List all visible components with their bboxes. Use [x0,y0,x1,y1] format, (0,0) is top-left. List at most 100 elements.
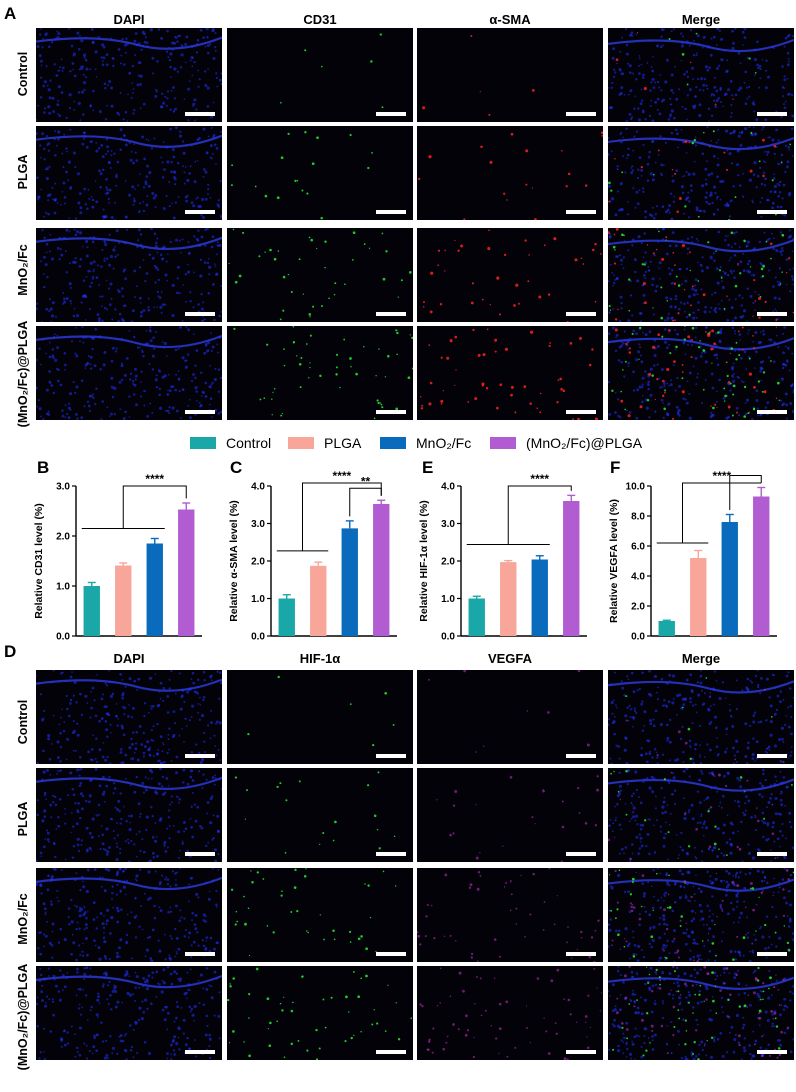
image-panel-dapi-row4 [36,326,222,420]
y-tick-label: 1.0 [56,582,70,593]
y-axis-label: Relative CD31 level (%) [33,503,45,619]
scale-bar [376,112,406,116]
legend-label-mno2fc-plga: (MnO₂/Fc)@PLGA [526,435,642,451]
legend-label-control: Control [226,435,271,451]
image-panel-vegfa-row2 [417,768,603,862]
scale-bar [566,1050,596,1054]
bar-3 [342,528,358,636]
bar-3 [722,522,738,636]
scale-bar [185,210,215,214]
scale-bar [757,410,787,414]
y-tick-label: 2.0 [56,532,70,543]
y-axis-label: Relative α-SMA level (%) [228,500,240,622]
image-panel-vegfa-row1 [417,670,603,764]
scale-bar [185,754,215,758]
chart-svg-E: 0.0 1.0 2.0 3.0 4.0 Relative HIF-1α level (%)… [415,470,595,670]
scale-bar [376,312,406,316]
image-panel-asma-row2 [417,126,603,220]
row-label-plga: PLGA [16,117,30,227]
image-panel-merge-row3 [608,868,794,962]
image-panel-merge-row1 [608,28,794,122]
scale-bar [566,210,596,214]
y-tick-label: 4.0 [631,572,645,583]
image-panel-hif1a-row1 [227,670,413,764]
legend-swatch-plga [288,437,314,449]
bar-1 [84,586,100,636]
scale-bar [185,112,215,116]
bar-4 [178,510,194,637]
image-panel-cd31-row3 [227,228,413,322]
panel-label-a: A [4,4,16,24]
image-panel-cd31-row1 [227,28,413,122]
scale-bar [566,754,596,758]
legend: Control PLGA MnO₂/Fc (MnO₂/Fc)@PLGA [0,433,796,453]
legend-label-mno2fc: MnO₂/Fc [416,435,471,451]
y-tick-label: 2.0 [631,602,645,613]
col-header-cd31: CD31 [227,12,413,27]
y-tick-label: 0.0 [56,632,70,643]
image-panel-asma-row1 [417,28,603,122]
scale-bar [757,952,787,956]
y-tick-label: 4.0 [441,482,455,493]
scale-bar [376,952,406,956]
legend-item-mno2fc: MnO₂/Fc [380,433,471,453]
scale-bar [757,210,787,214]
bar-1 [469,599,485,637]
bar-2 [310,566,326,636]
y-tick-label: 2.0 [251,557,265,568]
scale-bar [376,754,406,758]
y-tick-label: 1.0 [441,594,455,605]
scale-bar [376,210,406,214]
image-panel-dapi-row3 [36,228,222,322]
significance-label: **** [333,470,352,483]
col-header-asma: α-SMA [417,12,603,27]
image-panel-cd31-row4 [227,326,413,420]
scale-bar [185,312,215,316]
y-tick-label: 0.0 [251,632,265,643]
col-header-dapi: DAPI [36,12,222,27]
scale-bar [757,754,787,758]
image-panel-dapi-row4 [36,966,222,1060]
row-label-mno2fc-plga-d: (MnO₂/Fc)@PLGA [16,942,30,1092]
image-panel-cd31-row2 [227,126,413,220]
row-label-control-d: Control [16,667,30,777]
bar-1 [659,621,675,636]
image-panel-merge-row4 [608,966,794,1060]
legend-swatch-mno2fc-plga [490,437,516,449]
panel-label-d: D [4,642,16,662]
y-tick-label: 0.0 [441,632,455,643]
y-tick-label: 0.0 [631,632,645,643]
scale-bar [185,1050,215,1054]
image-panel-hif1a-row4 [227,966,413,1060]
image-panel-vegfa-row3 [417,868,603,962]
image-panel-hif1a-row3 [227,868,413,962]
y-tick-label: 2.0 [441,557,455,568]
image-panel-hif1a-row2 [227,768,413,862]
bracket-main [508,486,571,545]
image-panel-merge-row2 [608,126,794,220]
scale-bar [566,112,596,116]
image-panel-merge-row2 [608,768,794,862]
significance-label-2: ** [361,474,371,488]
y-axis-label: Relative VEGFA level (%) [608,499,620,623]
bar-3 [532,560,548,637]
row-label-plga-d: PLGA [16,764,30,874]
row-label-control: Control [16,19,30,129]
scale-bar [376,852,406,856]
legend-item-mno2fc-plga: (MnO₂/Fc)@PLGA [490,433,642,453]
image-panel-asma-row3 [417,228,603,322]
y-tick-label: 3.0 [441,519,455,530]
image-panel-dapi-row2 [36,768,222,862]
y-axis-label: Relative HIF-1α level (%) [418,500,430,621]
significance-label-2: * [743,470,748,476]
image-panel-merge-row4 [608,326,794,420]
scale-bar [757,112,787,116]
bar-3 [147,544,163,637]
legend-swatch-control [190,437,216,449]
bar-4 [753,497,769,637]
bar-1 [279,599,295,637]
